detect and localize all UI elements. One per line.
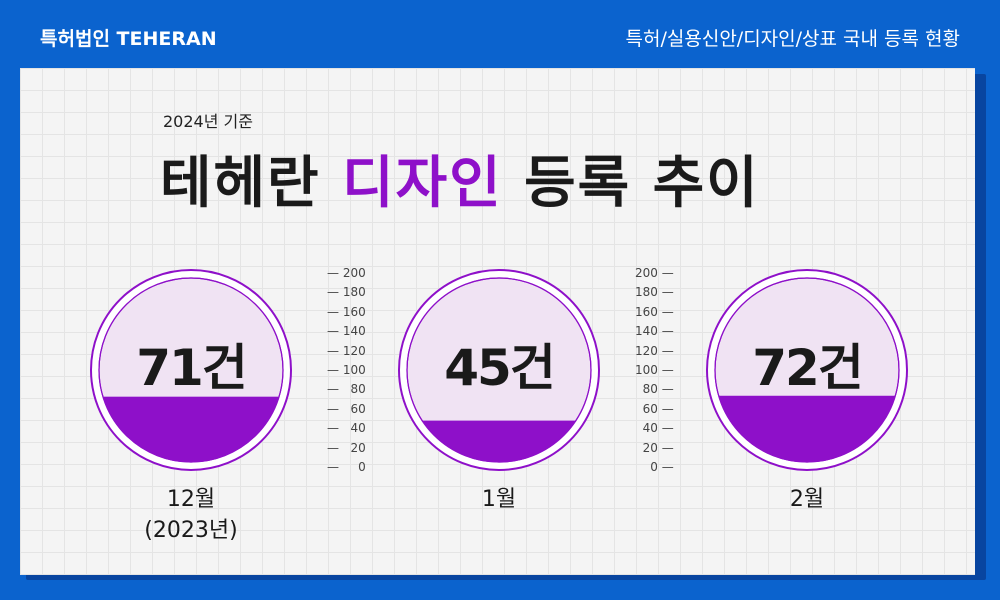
tick-label: 160 —	[635, 304, 674, 319]
month-label: 12월 (2023년)	[89, 484, 293, 546]
gauge-svg	[90, 269, 292, 471]
gauge-value-label: 45건	[444, 339, 556, 397]
gauge-svg	[706, 269, 908, 471]
tick-label: — 20	[327, 440, 366, 455]
tick-label: 0 —	[635, 460, 674, 474]
tick-label: 80 —	[635, 382, 674, 397]
gauge-value-label: 72건	[752, 339, 864, 397]
tick-label: 120 —	[635, 343, 674, 358]
title-part-2: 등록 추이	[502, 151, 760, 216]
tick-label: — 40	[327, 421, 366, 436]
tick-label: 20 —	[635, 440, 674, 455]
month-label-line: 1월	[481, 487, 517, 512]
tick-label: 40 —	[635, 421, 674, 436]
page-title: 테헤란 디자인 등록 추이	[160, 138, 760, 219]
tick-label: 140 —	[635, 324, 674, 339]
tick-label: — 180	[327, 285, 366, 300]
tick-label: — 140	[327, 324, 366, 339]
gauge-svg	[398, 269, 600, 471]
gauge-3: 72건	[705, 268, 909, 472]
tick-label: — 0	[327, 460, 366, 474]
month-label-line: 12월	[166, 487, 216, 512]
month-label: 1월	[397, 484, 601, 515]
tick-label: — 200	[327, 266, 366, 280]
month-label-line: (2023년)	[144, 518, 238, 543]
tick-label: — 160	[327, 304, 366, 319]
tick-label: 60 —	[635, 401, 674, 416]
tick-label: — 60	[327, 401, 366, 416]
gauge-fill-bar	[715, 395, 899, 462]
tick-label: — 120	[327, 343, 366, 358]
tick-label: 100 —	[635, 363, 674, 377]
tick-label: — 80	[327, 382, 366, 397]
title-part-1: 테헤란	[160, 151, 343, 216]
tick-label: 200 —	[635, 266, 674, 280]
gauge-value-label: 71건	[136, 339, 248, 397]
header-title: 특허/실용신안/디자인/상표 국내 등록 현황	[625, 28, 960, 50]
basis-label: 2024년 기준	[163, 112, 253, 131]
tick-label: — 100	[327, 363, 366, 377]
tick-label: 180 —	[635, 285, 674, 300]
gauge-fill-bar	[99, 396, 283, 462]
gauge-2: 45건	[397, 268, 601, 472]
month-label: 2월	[705, 484, 909, 515]
title-highlight: 디자인	[342, 151, 503, 216]
month-label-line: 2월	[789, 487, 825, 512]
gauge-1: 71건	[89, 268, 293, 472]
brand-logo-text: 특허법인 TEHERAN	[40, 28, 217, 50]
